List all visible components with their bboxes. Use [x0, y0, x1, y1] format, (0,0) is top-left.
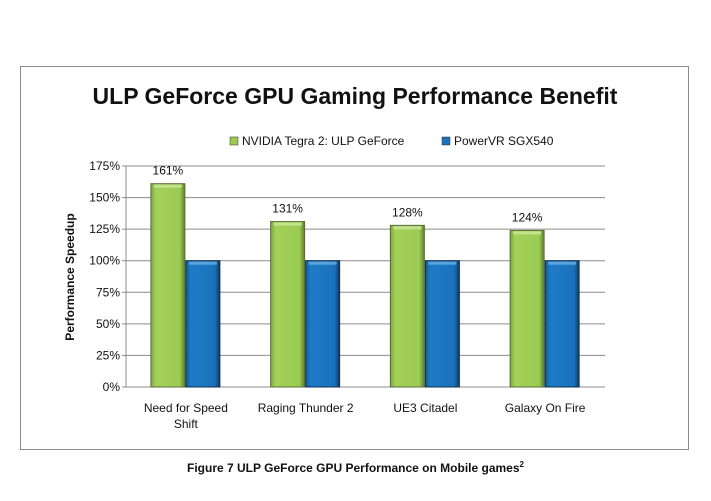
bar — [389, 224, 425, 388]
legend-label: PowerVR SGX540 — [454, 134, 554, 148]
chart-frame — [20, 66, 689, 450]
legend: NVIDIA Tegra 2: ULP GeForce PowerVR SGX54… — [229, 134, 554, 148]
y-tick-label: 125% — [89, 222, 120, 236]
legend-label: NVIDIA Tegra 2: ULP GeForce — [242, 134, 405, 148]
x-tick-label: Galaxy On Fire — [505, 401, 586, 415]
y-tick-label: 150% — [89, 191, 120, 205]
bar-bevel — [308, 261, 337, 265]
bar — [305, 260, 341, 388]
x-tick-label: UE3 Citadel — [393, 401, 457, 415]
data-label: 124% — [512, 210, 543, 224]
y-tick-label: 175% — [89, 159, 120, 173]
bar-bevel — [393, 226, 422, 230]
y-tick-label: 25% — [96, 348, 120, 362]
y-axis-label: Performance Speedup — [63, 213, 77, 340]
bar — [424, 260, 460, 388]
bar-bevel — [188, 261, 217, 265]
bar — [509, 229, 545, 388]
legend-swatch — [229, 136, 239, 146]
y-tick-label: 50% — [96, 317, 120, 331]
bar — [270, 221, 306, 388]
x-tick-label: Shift — [174, 417, 199, 431]
y-tick-label: 0% — [103, 380, 121, 394]
figure-caption: Figure 7 ULP GeForce GPU Performance on … — [0, 460, 711, 475]
caption-text: Figure 7 ULP GeForce GPU Performance on … — [187, 461, 520, 475]
chart-title: ULP GeForce GPU Gaming Performance Benef… — [93, 83, 618, 109]
data-label: 161% — [153, 164, 184, 178]
bar — [544, 260, 580, 388]
caption-superscript: 2 — [519, 460, 524, 469]
y-tick-label: 100% — [89, 254, 120, 268]
bar — [150, 183, 186, 388]
bar-bevel — [548, 261, 577, 265]
data-label: 128% — [392, 205, 423, 219]
bar-bevel — [153, 184, 182, 188]
y-tick-label: 75% — [96, 285, 120, 299]
legend-swatch — [441, 136, 451, 146]
x-tick-label: Need for Speed — [144, 401, 228, 415]
bar-bevel — [273, 222, 302, 226]
bar — [185, 260, 221, 388]
bar-bevel — [428, 261, 457, 265]
bar-bevel — [513, 231, 542, 235]
x-tick-label: Raging Thunder 2 — [258, 401, 354, 415]
data-label: 131% — [272, 202, 303, 216]
